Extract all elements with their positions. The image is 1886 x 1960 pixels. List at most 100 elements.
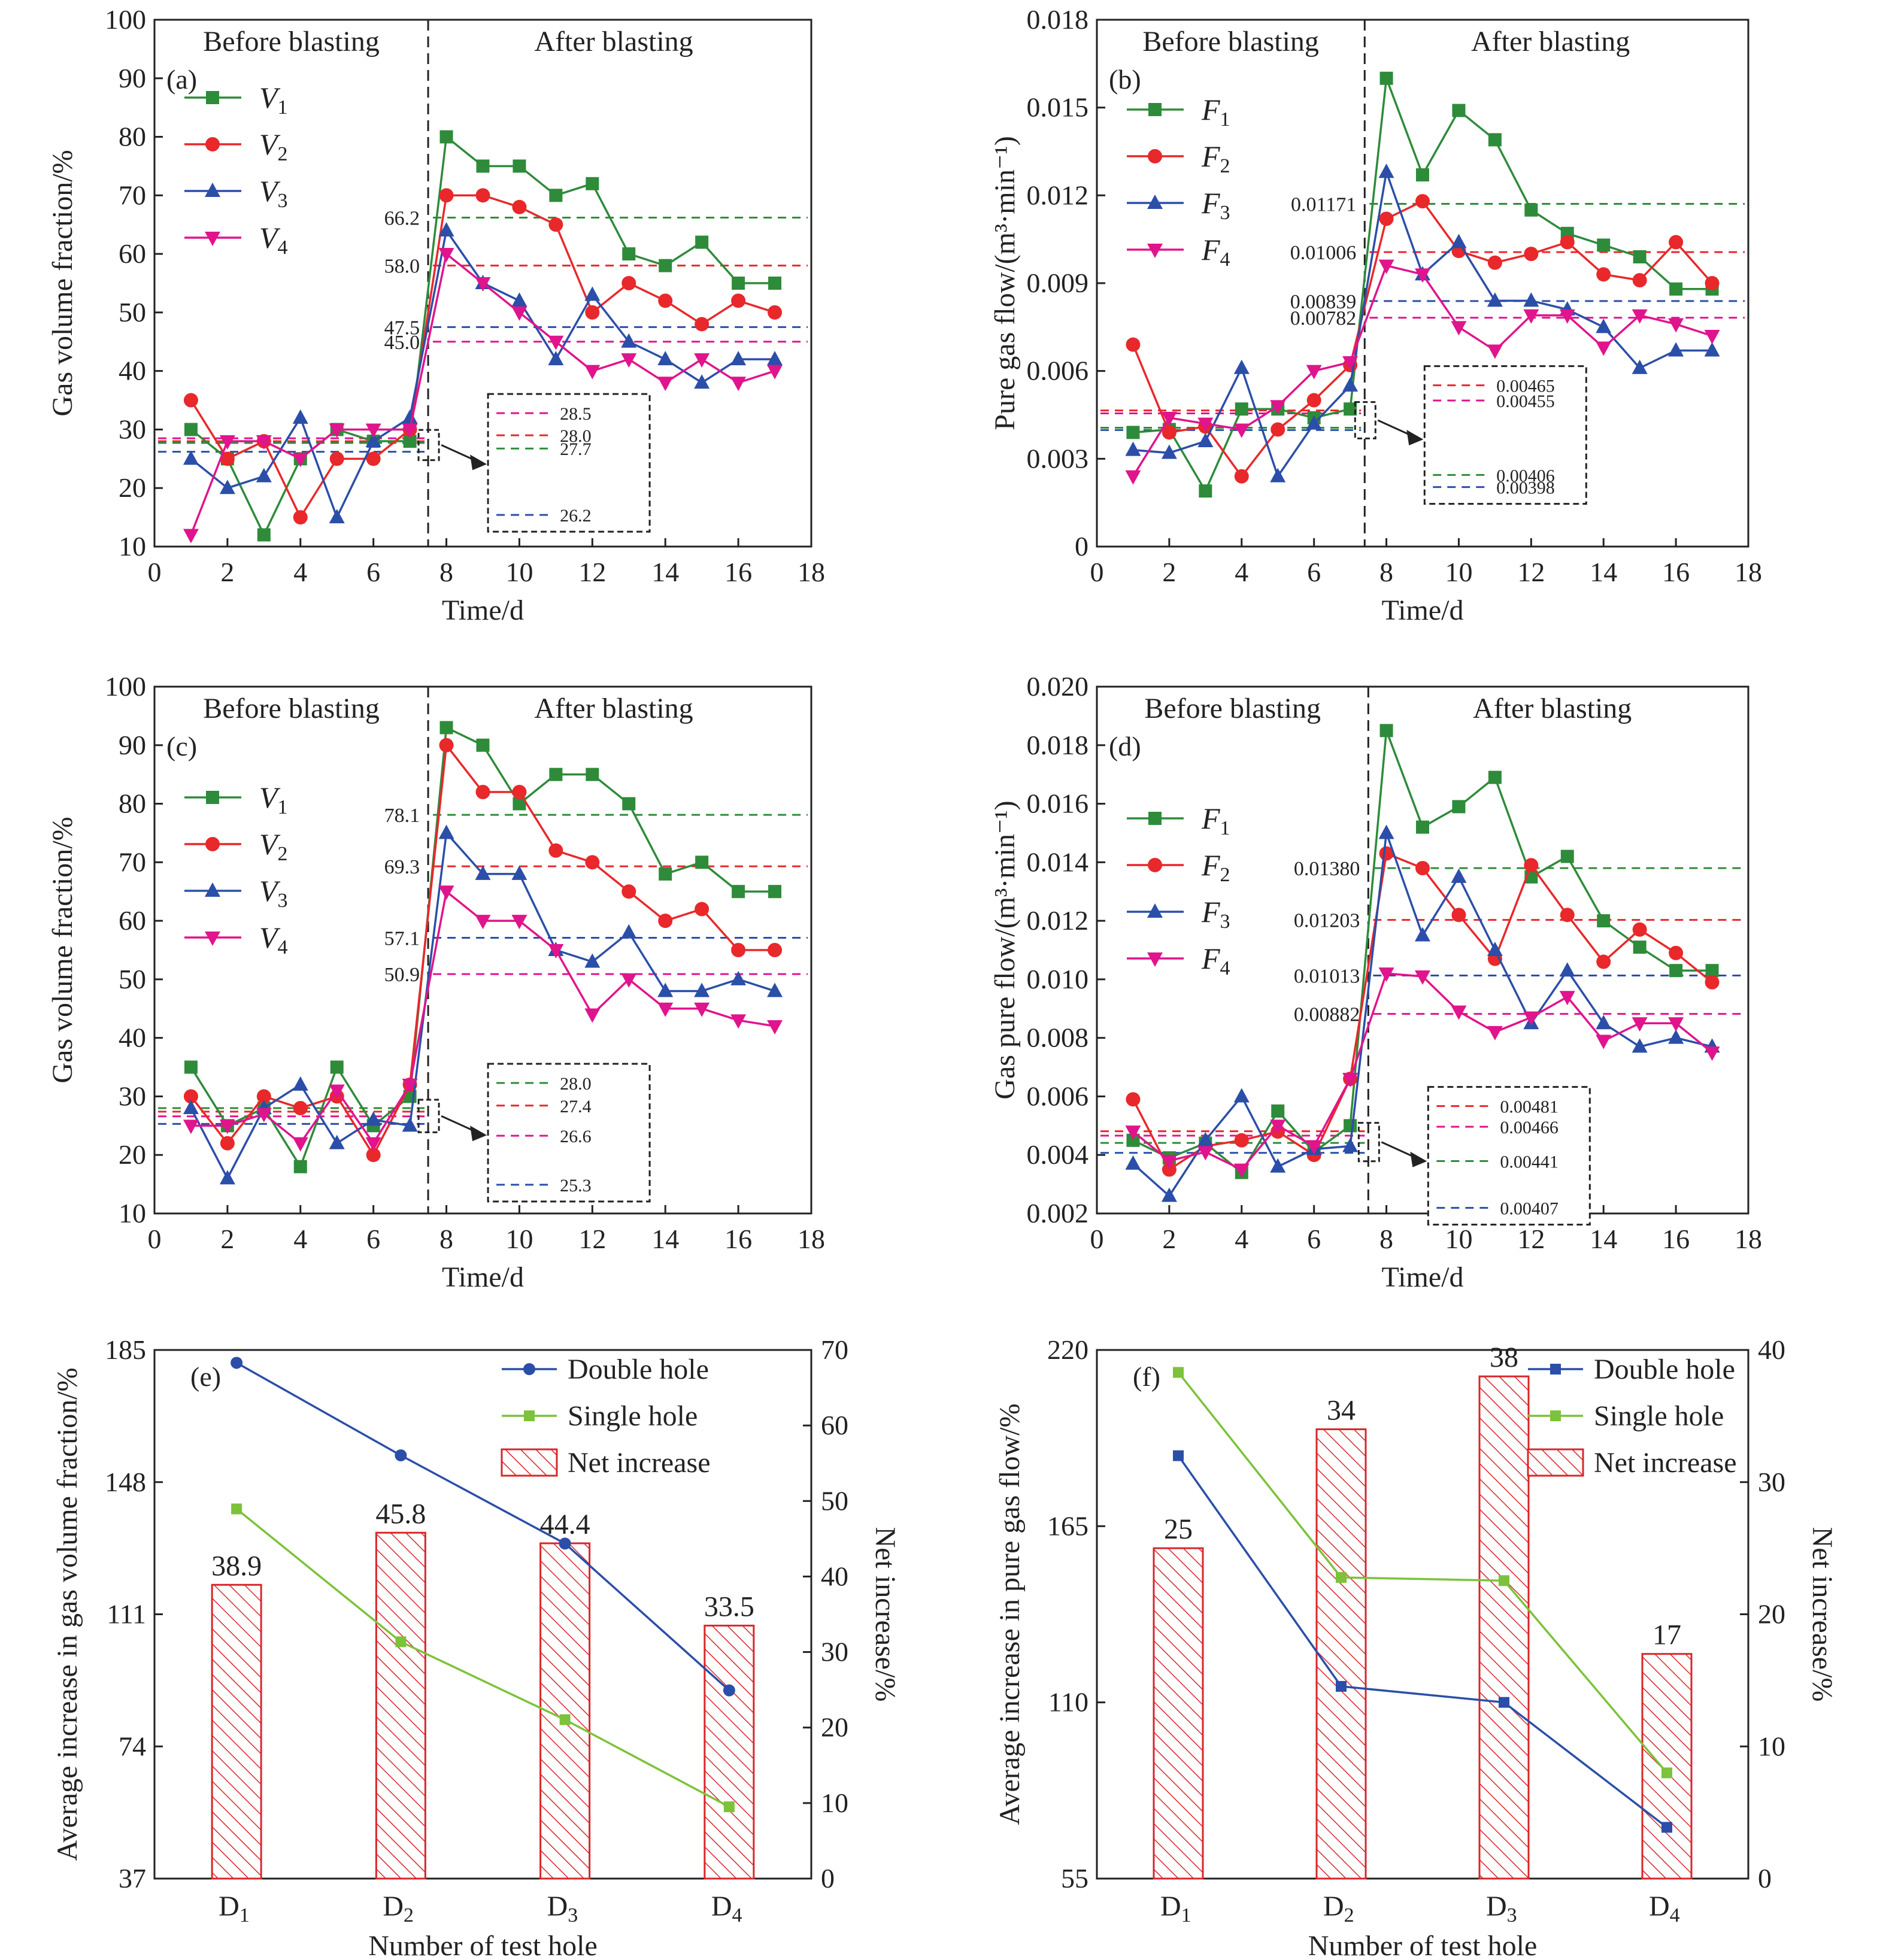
legend-entry-sub: 1 [1220, 817, 1230, 839]
data-point [694, 374, 710, 389]
inset-mean-label: 27.7 [560, 439, 592, 459]
x-tick-label: 12 [578, 557, 606, 587]
data-point [584, 286, 601, 301]
data-point [220, 1136, 235, 1151]
data-point [365, 1111, 381, 1126]
legend-entry: F3 [1201, 186, 1230, 224]
data-point [256, 1108, 272, 1122]
x-tick-label: 12 [1517, 1224, 1545, 1254]
data-point [1379, 211, 1394, 226]
legend-marker [205, 882, 220, 897]
data-point [183, 450, 199, 465]
y2-tick-label: 60 [821, 1410, 848, 1440]
data-point [1416, 820, 1429, 834]
data-point [220, 451, 235, 466]
data-point [1125, 441, 1141, 456]
x-category-label-main: D [547, 1891, 568, 1922]
after-mean-label: 78.1 [384, 805, 420, 827]
data-point [513, 797, 526, 811]
x-category-label-main: D [383, 1891, 404, 1922]
data-point [1559, 991, 1575, 1006]
data-point [767, 1020, 783, 1035]
bar-value-label: 34 [1327, 1394, 1356, 1426]
legend-marker [1147, 952, 1163, 967]
y-tick-label: 70 [119, 180, 146, 210]
data-point [1523, 309, 1539, 324]
data-point [1125, 1155, 1141, 1170]
data-point [1125, 1125, 1141, 1140]
y-tick-label: 74 [119, 1731, 146, 1761]
data-point [1415, 861, 1430, 876]
legend-marker [1550, 1364, 1561, 1375]
y-tick-label: 110 [1048, 1687, 1088, 1718]
data-point [1342, 377, 1359, 392]
x-category-label: D4 [1649, 1891, 1680, 1926]
data-point [731, 293, 746, 308]
data-point [584, 365, 601, 380]
after-mean-label: 57.1 [384, 927, 420, 949]
y-tick-label: 0.009 [1027, 268, 1089, 298]
x-tick-label: 10 [1445, 557, 1472, 587]
x-category-label: D4 [711, 1891, 742, 1926]
legend-bar-swatch [1527, 1448, 1584, 1477]
zoom-arrow-head [1410, 1151, 1427, 1167]
data-point [1452, 104, 1466, 117]
region-label-before: Before blasting [1142, 26, 1319, 57]
x-tick-label: 16 [1662, 1224, 1690, 1254]
data-point [621, 353, 637, 368]
y-tick-label: 0.012 [1027, 905, 1089, 936]
legend-label: Double hole [1594, 1354, 1735, 1385]
data-point [659, 867, 672, 881]
x-category-label: D3 [547, 1891, 578, 1926]
y-tick-label: 80 [119, 122, 146, 152]
data-point [1271, 1104, 1285, 1118]
y2-tick-label: 30 [821, 1637, 848, 1667]
legend-entry: V2 [259, 128, 288, 165]
y-tick-label: 148 [105, 1467, 146, 1497]
y-tick-label: 100 [105, 4, 146, 35]
legend-entry-main: V [259, 874, 281, 908]
data-point [1451, 1005, 1467, 1020]
x-category-label-sub: 3 [568, 1904, 578, 1926]
data-point [768, 305, 783, 320]
data-point [1669, 945, 1684, 960]
series-line-V4 [190, 251, 775, 536]
data-point [622, 247, 636, 261]
data-point [768, 885, 782, 899]
zoom-region [1354, 401, 1376, 439]
y-axis-label: Gas pure flow/(m³·min⁻¹) [989, 800, 1021, 1099]
legend-entry-main: F [1201, 895, 1220, 929]
data-point [1668, 1017, 1684, 1032]
data-point [256, 468, 272, 483]
data-point [511, 306, 527, 321]
x-tick-label: 6 [1307, 1224, 1321, 1254]
data-point [329, 1084, 345, 1099]
y-axis-label: Average increase in pure gas flow/% [994, 1403, 1026, 1825]
legend-entry-main: V [259, 174, 281, 208]
y-tick-label: 0 [1075, 531, 1088, 562]
data-point [1126, 426, 1140, 439]
data-point [1378, 824, 1394, 839]
y-tick-label: 0.015 [1027, 92, 1089, 123]
x-category-label: D1 [219, 1891, 250, 1926]
data-point [586, 177, 599, 190]
data-point [1161, 444, 1177, 459]
data-point [329, 1134, 345, 1149]
data-point [1162, 1162, 1177, 1177]
y-tick-label: 0.004 [1027, 1139, 1089, 1170]
data-point [549, 189, 563, 202]
legend-marker [206, 791, 219, 804]
y-tick-label: 10 [119, 531, 146, 562]
zoom-arrow-head [470, 1125, 487, 1142]
plot-frame [153, 19, 812, 548]
data-point [1705, 964, 1719, 978]
inset-mean-label: 0.00481 [1500, 1097, 1558, 1117]
legend-entry-sub: 4 [1220, 957, 1230, 979]
inset-box [487, 1063, 651, 1203]
y-axis-label: Gas volume fraction/% [47, 150, 78, 416]
y-tick-label: 60 [119, 238, 146, 269]
data-point [1126, 337, 1141, 352]
after-mean-label: 45.0 [384, 332, 420, 354]
